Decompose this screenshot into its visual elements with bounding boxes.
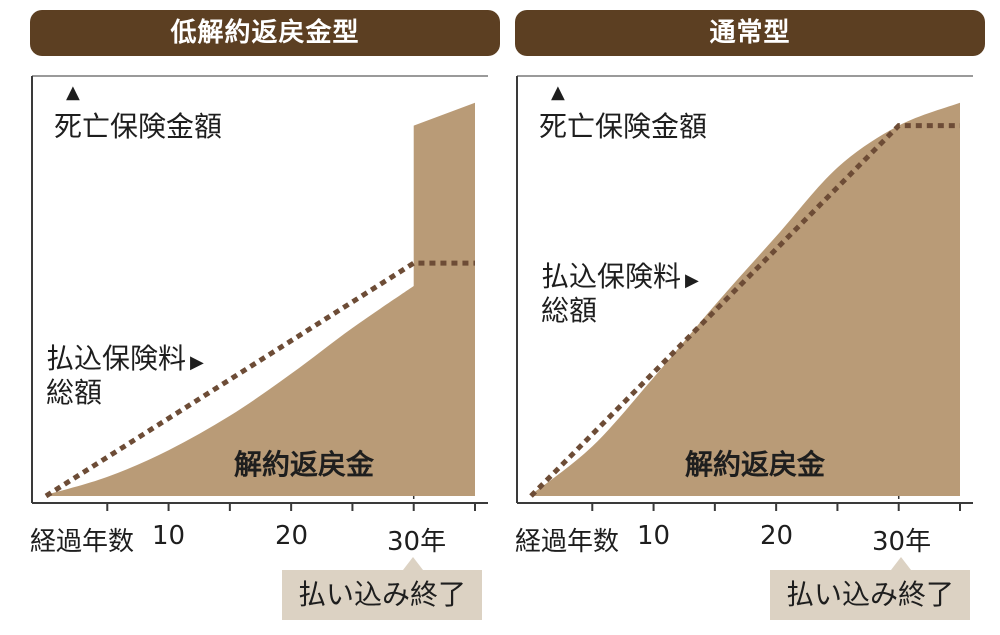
death-benefit-label: 死亡保険金額 <box>54 110 223 143</box>
surrender-value-area <box>46 102 475 497</box>
x-axis-label: 経過年数 <box>30 527 135 557</box>
normal-type-panel: 通常型 ▲ 死亡保険金額 払込保険料 ▶ 総額 解約返戻金 経過年数 10 20 … <box>515 0 995 635</box>
callout-pointer <box>403 557 423 570</box>
up-arrow-icon: ▲ <box>551 82 565 103</box>
payment-end-label: 払い込み終了 <box>770 570 970 620</box>
callout-pointer <box>891 557 911 570</box>
surrender-value-label: 解約返戻金 <box>234 448 375 481</box>
right-arrow-icon: ▶ <box>685 270 699 291</box>
premium-total-label-line2: 総額 <box>541 294 598 327</box>
x-tick-label: 20 <box>275 521 309 551</box>
normal-type-chart <box>516 75 973 511</box>
x-tick-label: 30年 <box>872 527 932 557</box>
surrender-value-label: 解約返戻金 <box>685 448 826 481</box>
low-surrender-panel: 低解約返戻金型 ▲ 死亡保険金額 払込保険料 ▶ 総額 解約返戻金 経過年数 10… <box>30 0 510 635</box>
premium-total-line <box>529 123 960 498</box>
premium-total-label-line1: 払込保険料 ▶ <box>541 260 699 293</box>
x-tick-label: 10 <box>637 521 671 551</box>
panel-title: 通常型 <box>515 10 985 56</box>
low-surrender-chart <box>31 75 488 511</box>
panel-title: 低解約返戻金型 <box>30 10 500 56</box>
x-tick-label: 20 <box>760 521 794 551</box>
premium-total-label-line2: 総額 <box>46 376 103 409</box>
plot-area <box>31 75 488 511</box>
payment-end-label: 払い込み終了 <box>282 570 482 620</box>
surrender-value-area <box>531 102 960 496</box>
premium-total-label-line1: 払込保険料 ▶ <box>46 342 204 375</box>
up-arrow-icon: ▲ <box>66 82 80 103</box>
x-axis-label: 経過年数 <box>515 527 620 557</box>
plot-area <box>516 75 973 511</box>
premium-total-line <box>44 260 475 499</box>
x-tick-label: 10 <box>152 521 186 551</box>
death-benefit-label: 死亡保険金額 <box>539 110 708 143</box>
right-arrow-icon: ▶ <box>190 352 204 373</box>
x-tick-label: 30年 <box>387 527 447 557</box>
